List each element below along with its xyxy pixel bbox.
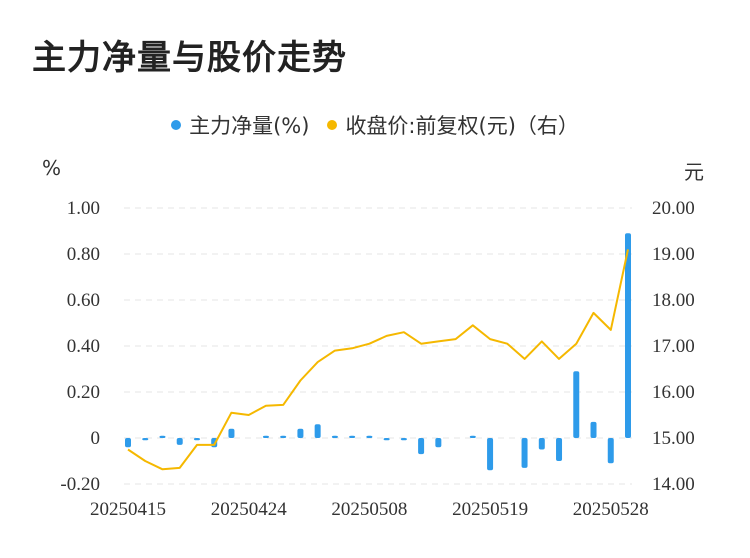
net-volume-bar: [297, 428, 304, 438]
net-volume-bar: [383, 438, 390, 441]
net-volume-bar: [400, 438, 407, 441]
net-volume-bar: [521, 438, 528, 468]
legend-dot-close-price: [327, 120, 338, 130]
x-tick-label: 20250519: [452, 499, 528, 520]
net-volume-bar: [366, 435, 373, 438]
right-tick-label: 20.00: [652, 198, 695, 219]
left-tick-label: 0.80: [67, 244, 100, 265]
x-tick-label: 20250528: [573, 499, 649, 520]
net-volume-bar: [349, 435, 356, 438]
left-tick-label: -0.20: [60, 474, 100, 495]
x-tick-label: 20250508: [331, 499, 407, 520]
net-volume-bar: [331, 435, 338, 438]
net-volume-bar: [159, 435, 166, 438]
left-tick-label: 0.60: [67, 290, 100, 311]
net-volume-bar: [176, 438, 183, 445]
net-volume-bar: [142, 438, 149, 441]
net-volume-bar: [607, 438, 614, 464]
net-volume-bar: [125, 438, 131, 448]
legend-item-close-price[interactable]: 收盘价:前复权(元)（右）: [327, 110, 579, 140]
net-volume-bar: [418, 438, 425, 455]
legend: 主力净量(%) 收盘价:前复权(元)（右）: [0, 110, 750, 140]
net-volume-bar: [487, 438, 494, 471]
net-volume-bar: [573, 371, 580, 438]
net-volume-bar: [625, 233, 631, 438]
net-volume-bar: [538, 438, 545, 450]
right-axis-unit: 元: [684, 160, 704, 184]
net-volume-bar: [469, 435, 476, 438]
net-volume-bar: [556, 438, 563, 461]
left-tick-label: 0.20: [67, 382, 100, 403]
legend-label-net-volume: 主力净量(%): [189, 114, 310, 138]
net-volume-bar: [314, 424, 321, 438]
right-tick-label: 17.00: [652, 336, 695, 357]
close-price-line: [127, 249, 629, 471]
left-tick-label: 1.00: [67, 198, 100, 219]
net-volume-bar: [262, 435, 269, 438]
legend-item-net-volume[interactable]: 主力净量(%): [171, 110, 309, 140]
x-tick-label: 20250424: [211, 499, 288, 520]
left-tick-label: 0: [91, 428, 101, 449]
net-volume-bar: [435, 438, 442, 448]
x-tick-label: 20250415: [90, 499, 166, 520]
chart-title: 主力净量与股价走势: [32, 38, 347, 78]
right-tick-label: 16.00: [652, 382, 695, 403]
right-tick-label: 18.00: [652, 290, 695, 311]
net-volume-bar: [590, 421, 597, 438]
left-axis-unit: %: [42, 156, 62, 180]
right-tick-label: 19.00: [652, 244, 695, 265]
net-volume-bar: [193, 438, 200, 441]
legend-dot-net-volume: [171, 120, 182, 130]
legend-label-close-price: 收盘价:前复权(元)（右）: [345, 114, 579, 138]
left-tick-label: 0.40: [67, 336, 100, 357]
net-volume-bar: [280, 435, 287, 438]
right-tick-label: 15.00: [652, 428, 695, 449]
right-tick-label: 14.00: [652, 474, 695, 495]
net-volume-bar: [228, 428, 235, 438]
